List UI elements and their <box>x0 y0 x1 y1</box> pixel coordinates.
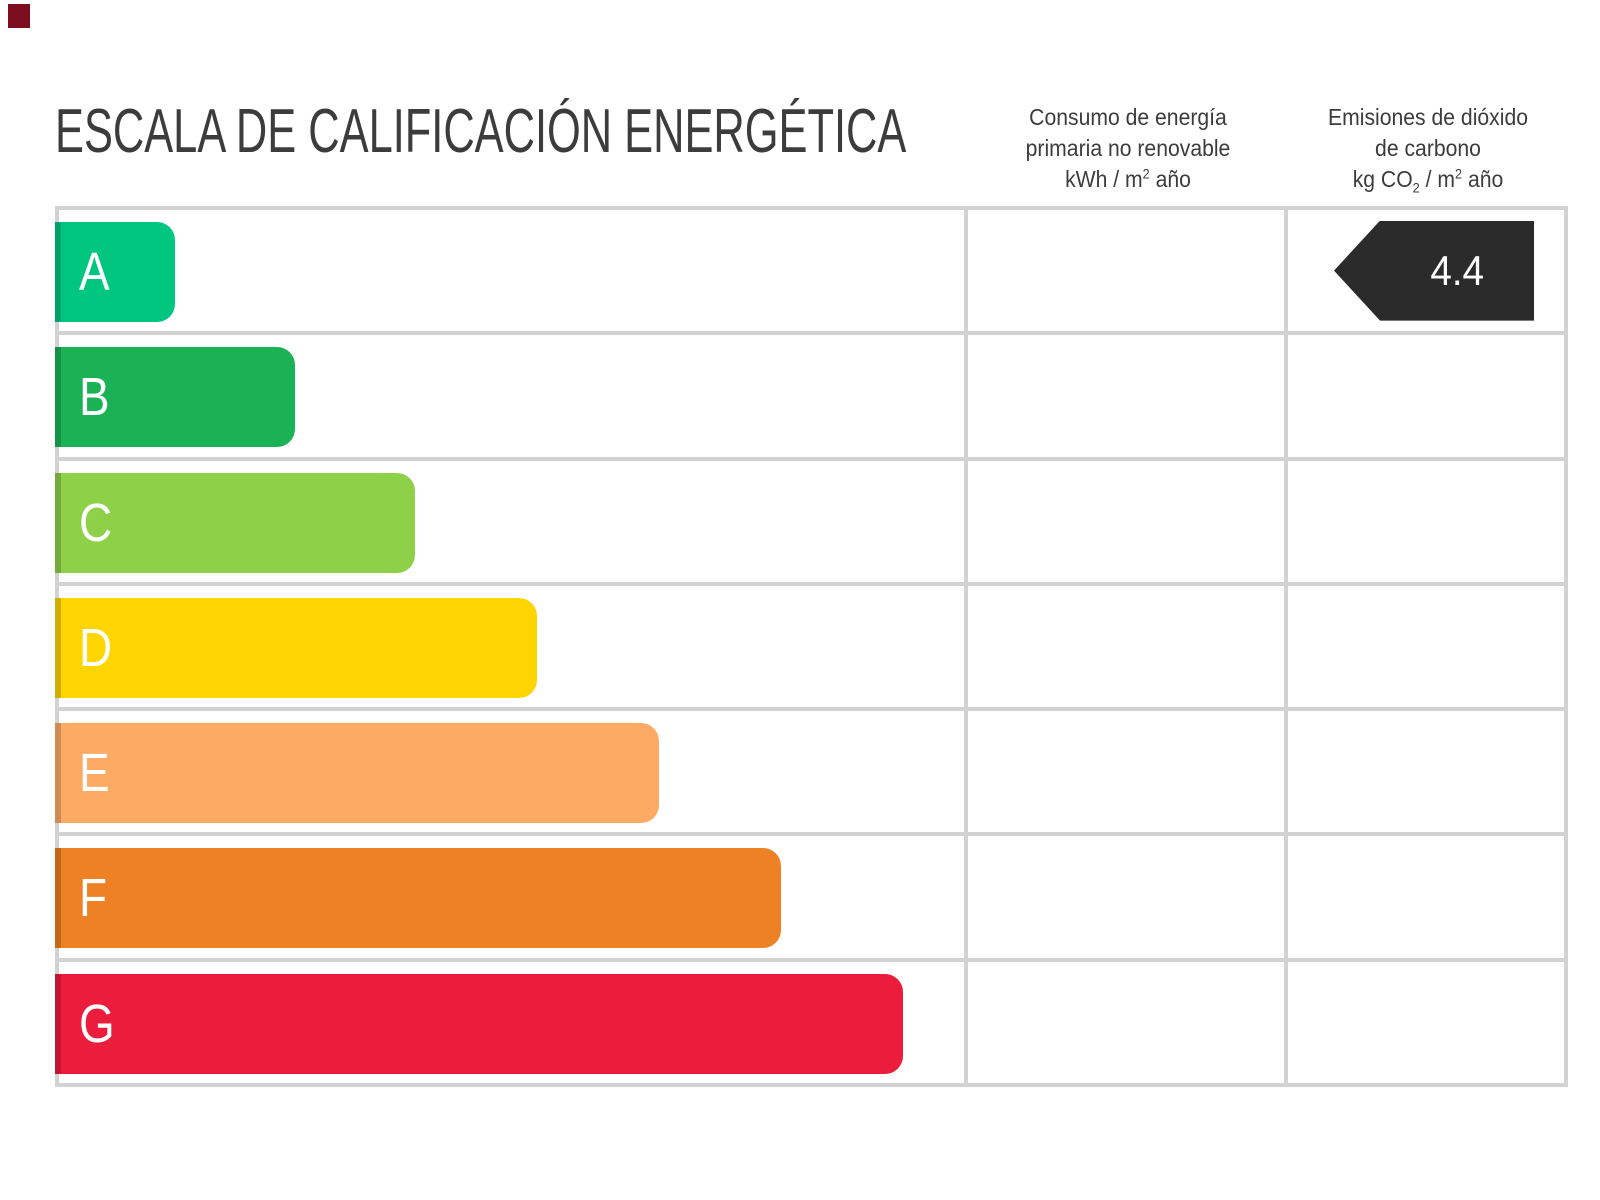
rating-row-g: G <box>55 961 1564 1083</box>
consumption-cell-b <box>968 335 1288 457</box>
rating-bar-cell-e: E <box>55 711 968 833</box>
rating-bar-cell-c: C <box>55 460 968 582</box>
emissions-cell-c <box>1288 461 1564 582</box>
consumption-cell-f <box>968 836 1288 958</box>
emissions-unit-suffix: año <box>1462 166 1504 192</box>
consumption-cell-a <box>968 210 1288 332</box>
rating-bar-b: B <box>55 347 295 448</box>
rating-bar-c: C <box>55 472 415 573</box>
consumption-unit-suffix: año <box>1149 166 1191 192</box>
consumption-header-unit: kWh / m2 año <box>981 164 1275 195</box>
emissions-cell-e <box>1288 711 1564 832</box>
rating-row-c: C <box>55 460 1564 586</box>
emissions-indicator-value: 4.4 <box>1430 246 1484 294</box>
rating-bar-cell-b: B <box>55 335 968 457</box>
emissions-unit-superscript: 2 <box>1455 166 1463 182</box>
corner-logo-fragment <box>8 4 30 28</box>
emissions-column-header: Emisiones de dióxido de carbono kg CO2 /… <box>1299 102 1557 195</box>
page-title: ESCALA DE CALIFICACIÓN ENERGÉTICA <box>55 97 907 166</box>
emissions-unit-co-prefix: kg CO <box>1352 166 1413 192</box>
consumption-unit-prefix: kWh / m <box>1065 166 1143 192</box>
rating-row-b: B <box>55 335 1564 461</box>
emissions-cell-d <box>1288 586 1564 707</box>
rating-letter-a: A <box>79 242 110 302</box>
emissions-header-unit: kg CO2 / m2 año <box>1299 164 1557 195</box>
rating-bar-f: F <box>55 848 781 949</box>
emissions-cell-b <box>1288 335 1564 456</box>
consumption-cell-g <box>968 961 1288 1083</box>
consumption-cell-d <box>968 585 1288 708</box>
rating-bar-cell-g: G <box>55 961 968 1083</box>
rating-row-f: F <box>55 836 1564 962</box>
rating-bar-cell-f: F <box>55 836 968 958</box>
emissions-cell-g <box>1288 962 1564 1083</box>
rating-letter-b: B <box>79 367 110 428</box>
consumption-cell-e <box>968 711 1288 833</box>
rating-row-d: D <box>55 585 1564 712</box>
consumption-unit-superscript: 2 <box>1142 166 1150 182</box>
rating-letter-c: C <box>79 492 113 553</box>
rating-row-e: E <box>55 711 1564 837</box>
rating-scale-table: A 4.4 B C <box>55 206 1568 1087</box>
consumption-header-line2: primaria no renovable <box>1025 135 1231 161</box>
rating-letter-d: D <box>79 617 113 678</box>
consumption-header-line1: Consumo de energía <box>1029 104 1227 130</box>
rating-bar-g: G <box>55 973 903 1074</box>
rating-letter-g: G <box>79 993 115 1054</box>
rating-bar-e: E <box>55 723 659 824</box>
consumption-column-header: Consumo de energía primaria no renovable… <box>981 102 1275 195</box>
emissions-cell-f <box>1288 836 1564 957</box>
emissions-unit-mid: / m <box>1419 166 1456 192</box>
rating-row-a: A 4.4 <box>55 210 1564 336</box>
rating-letter-f: F <box>79 868 108 929</box>
emissions-indicator-arrow: 4.4 <box>1334 220 1534 321</box>
rating-bar-d: D <box>55 597 537 698</box>
consumption-cell-c <box>968 460 1288 582</box>
rating-bar-cell-a: A <box>55 210 968 332</box>
rating-bar-cell-d: D <box>55 585 968 708</box>
rating-letter-e: E <box>79 743 110 804</box>
emissions-header-line2: de carbono <box>1375 135 1481 161</box>
rating-bar-a: A <box>55 222 175 322</box>
emissions-unit-subscript: 2 <box>1412 180 1420 196</box>
emissions-cell-a: 4.4 <box>1288 210 1564 331</box>
emissions-header-line1: Emisiones de dióxido <box>1328 104 1528 130</box>
